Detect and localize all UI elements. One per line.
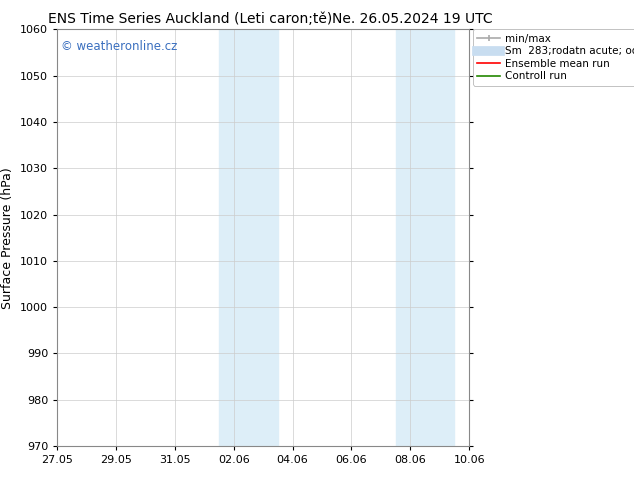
Text: Ne. 26.05.2024 19 UTC: Ne. 26.05.2024 19 UTC — [332, 12, 493, 26]
Y-axis label: Surface Pressure (hPa): Surface Pressure (hPa) — [1, 167, 15, 309]
Bar — [396, 29, 455, 446]
Bar — [219, 29, 278, 446]
Legend: min/max, Sm  283;rodatn acute; odchylka, Ensemble mean run, Controll run: min/max, Sm 283;rodatn acute; odchylka, … — [473, 29, 634, 86]
Text: ENS Time Series Auckland (Leti caron;tě): ENS Time Series Auckland (Leti caron;tě) — [48, 12, 332, 26]
Text: © weatheronline.cz: © weatheronline.cz — [61, 40, 178, 53]
